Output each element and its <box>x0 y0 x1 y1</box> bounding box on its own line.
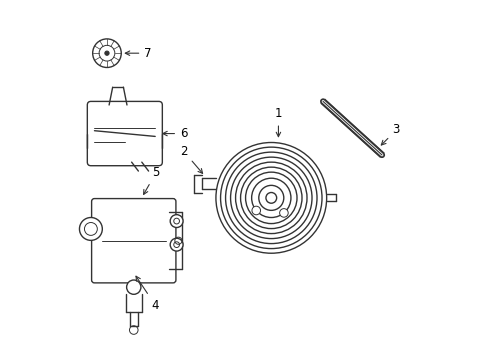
Text: 3: 3 <box>381 123 399 145</box>
Text: 5: 5 <box>143 166 159 194</box>
Text: 1: 1 <box>274 107 282 137</box>
Text: 7: 7 <box>125 47 151 60</box>
Circle shape <box>279 209 287 217</box>
Circle shape <box>170 238 183 251</box>
Circle shape <box>126 280 141 294</box>
FancyBboxPatch shape <box>87 102 162 166</box>
Text: 4: 4 <box>136 276 159 311</box>
Circle shape <box>104 51 109 55</box>
FancyBboxPatch shape <box>91 199 176 283</box>
Text: 6: 6 <box>163 127 187 140</box>
Circle shape <box>80 217 102 240</box>
Circle shape <box>170 215 183 228</box>
Text: 2: 2 <box>180 145 202 174</box>
Circle shape <box>251 206 260 215</box>
